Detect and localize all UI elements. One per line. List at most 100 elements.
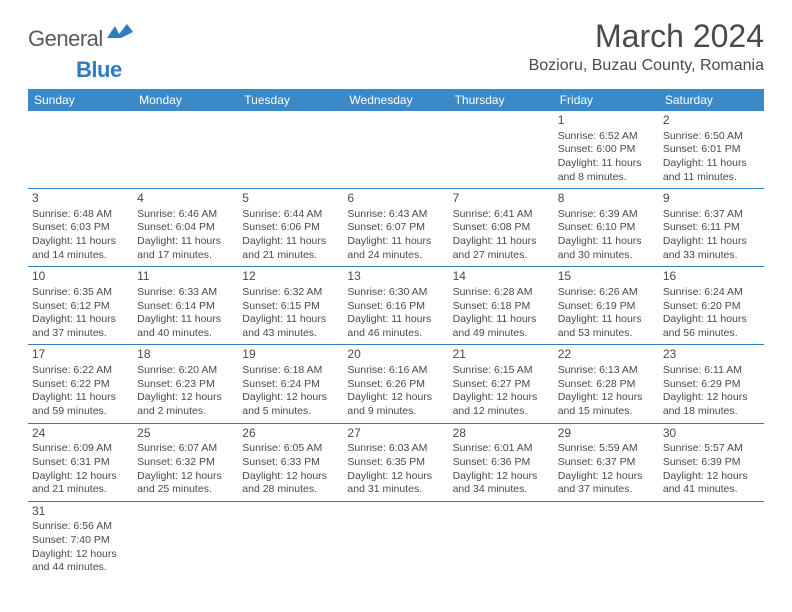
sunset-text: Sunset: 6:23 PM: [137, 378, 234, 392]
daylight-text: and 30 minutes.: [558, 249, 655, 263]
calendar-week-row: 1Sunrise: 6:52 AMSunset: 6:00 PMDaylight…: [28, 111, 764, 189]
calendar-week-row: 10Sunrise: 6:35 AMSunset: 6:12 PMDayligh…: [28, 267, 764, 345]
sunset-text: Sunset: 7:40 PM: [32, 534, 129, 548]
daylight-text: Daylight: 11 hours: [558, 313, 655, 327]
sunrise-text: Sunrise: 6:50 AM: [663, 130, 760, 144]
daylight-text: Daylight: 12 hours: [453, 470, 550, 484]
sunset-text: Sunset: 6:27 PM: [453, 378, 550, 392]
sunset-text: Sunset: 6:20 PM: [663, 300, 760, 314]
calendar-empty-cell: [554, 501, 659, 579]
sunset-text: Sunset: 6:22 PM: [32, 378, 129, 392]
day-number: 14: [453, 269, 550, 285]
day-number: 24: [32, 426, 129, 442]
calendar-empty-cell: [28, 111, 133, 189]
daylight-text: Daylight: 11 hours: [347, 313, 444, 327]
calendar-day-cell: 4Sunrise: 6:46 AMSunset: 6:04 PMDaylight…: [133, 189, 238, 267]
sunrise-text: Sunrise: 6:11 AM: [663, 364, 760, 378]
sunset-text: Sunset: 6:08 PM: [453, 221, 550, 235]
daylight-text: and 8 minutes.: [558, 171, 655, 185]
daylight-text: Daylight: 12 hours: [558, 391, 655, 405]
calendar-week-row: 17Sunrise: 6:22 AMSunset: 6:22 PMDayligh…: [28, 345, 764, 423]
sunset-text: Sunset: 6:03 PM: [32, 221, 129, 235]
sunset-text: Sunset: 6:36 PM: [453, 456, 550, 470]
day-number: 16: [663, 269, 760, 285]
sunrise-text: Sunrise: 6:20 AM: [137, 364, 234, 378]
sunrise-text: Sunrise: 6:41 AM: [453, 208, 550, 222]
sunrise-text: Sunrise: 6:37 AM: [663, 208, 760, 222]
calendar-table: SundayMondayTuesdayWednesdayThursdayFrid…: [28, 89, 764, 579]
calendar-day-cell: 21Sunrise: 6:15 AMSunset: 6:27 PMDayligh…: [449, 345, 554, 423]
calendar-day-cell: 20Sunrise: 6:16 AMSunset: 6:26 PMDayligh…: [343, 345, 448, 423]
sunrise-text: Sunrise: 6:01 AM: [453, 442, 550, 456]
sunrise-text: Sunrise: 6:16 AM: [347, 364, 444, 378]
calendar-day-cell: 14Sunrise: 6:28 AMSunset: 6:18 PMDayligh…: [449, 267, 554, 345]
calendar-day-cell: 30Sunrise: 5:57 AMSunset: 6:39 PMDayligh…: [659, 423, 764, 501]
calendar-day-cell: 17Sunrise: 6:22 AMSunset: 6:22 PMDayligh…: [28, 345, 133, 423]
daylight-text: Daylight: 12 hours: [453, 391, 550, 405]
daylight-text: and 27 minutes.: [453, 249, 550, 263]
day-number: 15: [558, 269, 655, 285]
daylight-text: Daylight: 11 hours: [242, 313, 339, 327]
calendar-day-cell: 3Sunrise: 6:48 AMSunset: 6:03 PMDaylight…: [28, 189, 133, 267]
sunset-text: Sunset: 6:39 PM: [663, 456, 760, 470]
day-number: 6: [347, 191, 444, 207]
calendar-day-cell: 28Sunrise: 6:01 AMSunset: 6:36 PMDayligh…: [449, 423, 554, 501]
day-number: 20: [347, 347, 444, 363]
calendar-page: General March 2024 Bozioru, Buzau County…: [0, 0, 792, 579]
daylight-text: Daylight: 11 hours: [32, 313, 129, 327]
daylight-text: Daylight: 12 hours: [137, 391, 234, 405]
daylight-text: and 31 minutes.: [347, 483, 444, 497]
day-number: 22: [558, 347, 655, 363]
calendar-day-cell: 26Sunrise: 6:05 AMSunset: 6:33 PMDayligh…: [238, 423, 343, 501]
daylight-text: Daylight: 11 hours: [453, 313, 550, 327]
weekday-header: Saturday: [659, 89, 764, 111]
sunrise-text: Sunrise: 6:09 AM: [32, 442, 129, 456]
daylight-text: Daylight: 11 hours: [32, 235, 129, 249]
calendar-empty-cell: [343, 111, 448, 189]
daylight-text: and 14 minutes.: [32, 249, 129, 263]
sunrise-text: Sunrise: 6:28 AM: [453, 286, 550, 300]
sunrise-text: Sunrise: 6:46 AM: [137, 208, 234, 222]
sunrise-text: Sunrise: 6:18 AM: [242, 364, 339, 378]
weekday-header: Friday: [554, 89, 659, 111]
day-number: 9: [663, 191, 760, 207]
daylight-text: and 49 minutes.: [453, 327, 550, 341]
daylight-text: and 53 minutes.: [558, 327, 655, 341]
daylight-text: and 44 minutes.: [32, 561, 129, 575]
day-number: 1: [558, 113, 655, 129]
day-number: 2: [663, 113, 760, 129]
sunrise-text: Sunrise: 5:59 AM: [558, 442, 655, 456]
day-number: 23: [663, 347, 760, 363]
daylight-text: Daylight: 11 hours: [137, 313, 234, 327]
daylight-text: and 15 minutes.: [558, 405, 655, 419]
daylight-text: Daylight: 12 hours: [137, 470, 234, 484]
calendar-day-cell: 18Sunrise: 6:20 AMSunset: 6:23 PMDayligh…: [133, 345, 238, 423]
daylight-text: Daylight: 12 hours: [32, 548, 129, 562]
sunrise-text: Sunrise: 6:52 AM: [558, 130, 655, 144]
calendar-day-cell: 31Sunrise: 6:56 AMSunset: 7:40 PMDayligh…: [28, 501, 133, 579]
calendar-empty-cell: [343, 501, 448, 579]
calendar-empty-cell: [133, 501, 238, 579]
daylight-text: Daylight: 12 hours: [347, 470, 444, 484]
day-number: 7: [453, 191, 550, 207]
calendar-day-cell: 23Sunrise: 6:11 AMSunset: 6:29 PMDayligh…: [659, 345, 764, 423]
sunset-text: Sunset: 6:01 PM: [663, 143, 760, 157]
brand-part1: General: [28, 26, 103, 52]
calendar-empty-cell: [238, 111, 343, 189]
sunrise-text: Sunrise: 6:43 AM: [347, 208, 444, 222]
calendar-header-row: SundayMondayTuesdayWednesdayThursdayFrid…: [28, 89, 764, 111]
day-number: 19: [242, 347, 339, 363]
sunset-text: Sunset: 6:12 PM: [32, 300, 129, 314]
sunrise-text: Sunrise: 6:13 AM: [558, 364, 655, 378]
brand-logo: General: [28, 18, 135, 53]
daylight-text: and 18 minutes.: [663, 405, 760, 419]
day-number: 3: [32, 191, 129, 207]
calendar-day-cell: 11Sunrise: 6:33 AMSunset: 6:14 PMDayligh…: [133, 267, 238, 345]
day-number: 10: [32, 269, 129, 285]
calendar-day-cell: 25Sunrise: 6:07 AMSunset: 6:32 PMDayligh…: [133, 423, 238, 501]
sunrise-text: Sunrise: 6:05 AM: [242, 442, 339, 456]
daylight-text: and 11 minutes.: [663, 171, 760, 185]
sunset-text: Sunset: 6:33 PM: [242, 456, 339, 470]
daylight-text: Daylight: 12 hours: [663, 470, 760, 484]
sunrise-text: Sunrise: 6:24 AM: [663, 286, 760, 300]
